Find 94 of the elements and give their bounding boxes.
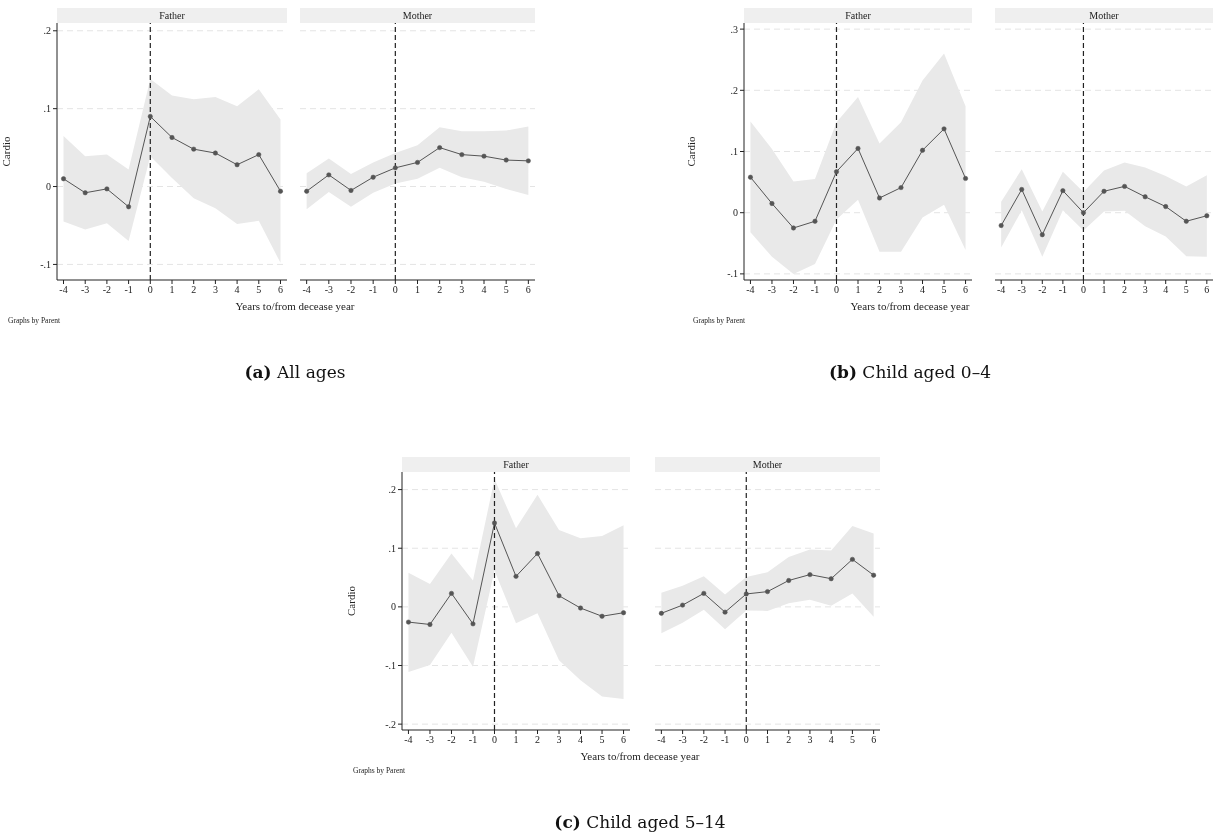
chart-title: Father [744, 8, 972, 23]
x-tick-label: 5 [849, 734, 855, 746]
x-tick-label: 1 [415, 284, 420, 296]
y-axis-title: Cardio [684, 136, 697, 167]
x-tick-label: 6 [1204, 284, 1210, 296]
x-tick-label: -1 [1058, 284, 1068, 296]
x-tick-label: -1 [468, 734, 478, 746]
x-tick-label: -3 [1017, 284, 1026, 296]
chart-title: Mother [995, 8, 1213, 23]
chart-title: Mother [655, 457, 880, 472]
x-tick-label: 1 [169, 284, 175, 296]
x-tick-label: -3 [767, 284, 777, 296]
x-tick-label: 5 [503, 284, 509, 296]
y-tick-label: .2 [730, 84, 738, 96]
y-tick-label: -.1 [385, 660, 396, 672]
y-tick-label: .1 [730, 146, 738, 158]
x-tick-label: 5 [256, 284, 262, 296]
x-tick-label: -4 [746, 284, 755, 296]
x-tick-label: 1 [855, 284, 861, 296]
chart-title: Father [402, 457, 630, 472]
x-tick-label: -2 [789, 284, 798, 296]
x-tick-label: -2 [1038, 284, 1047, 296]
chart-title: Mother [300, 8, 535, 23]
y-tick-label: .1 [388, 542, 396, 554]
x-tick-label: 4 [1163, 284, 1169, 296]
x-axis-title: Years to/from decease year [234, 300, 356, 312]
x-tick-label: 0 [833, 284, 839, 296]
x-tick-label: -1 [368, 284, 378, 296]
x-tick-label: 2 [786, 734, 792, 746]
text: (b) Child aged 0–4 [828, 362, 992, 382]
x-tick-label: -2 [699, 734, 708, 746]
x-tick-label: 1 [765, 734, 770, 746]
y-tick-label: 0 [733, 207, 738, 219]
x-tick-label: 2 [877, 284, 883, 296]
x-tick-label: 3 [212, 284, 218, 296]
x-tick-label: 6 [621, 734, 627, 746]
y-tick-label: -.1 [40, 258, 51, 270]
x-tick-label: 5 [941, 284, 947, 296]
text: (c) Child aged 5–14 [553, 812, 727, 832]
x-tick-label: -1 [720, 734, 730, 746]
x-tick-label: 6 [277, 284, 283, 296]
y-tick-label: 0 [391, 601, 396, 613]
x-tick-label: -3 [81, 284, 90, 296]
y-axis-title: Cardio [0, 136, 12, 167]
x-tick-label: 2 [1122, 284, 1128, 296]
y-tick-label: -.2 [385, 718, 396, 730]
x-tick-label: -1 [810, 284, 820, 296]
x-tick-label: 6 [525, 284, 531, 296]
x-tick-label: 4 [578, 734, 584, 746]
text: (a) All ages [243, 362, 347, 382]
chart-title: Father [57, 8, 287, 23]
y-tick-label: .2 [388, 484, 396, 496]
y-tick-label: .3 [730, 23, 738, 35]
x-tick-label: -1 [124, 284, 133, 296]
x-tick-label: 2 [437, 284, 443, 296]
x-tick-label: 2 [535, 734, 541, 746]
x-axis-title: Years to/from decease year [579, 750, 701, 762]
x-tick-label: 4 [920, 284, 926, 296]
x-tick-label: 3 [556, 734, 562, 746]
x-tick-label: 0 [491, 734, 497, 746]
x-tick-label: 2 [191, 284, 197, 296]
x-tick-label: 4 [481, 284, 487, 296]
x-tick-label: 6 [871, 734, 877, 746]
y-tick-label: .2 [43, 25, 51, 37]
x-tick-label: 3 [898, 284, 904, 296]
y-tick-label: .1 [43, 103, 51, 115]
x-tick-label: -3 [425, 734, 435, 746]
x-tick-label: 1 [1101, 284, 1107, 296]
y-axis-title: Cardio [344, 585, 357, 616]
y-tick-label: -.1 [727, 268, 738, 280]
x-tick-label: -4 [657, 734, 666, 746]
x-tick-label: 3 [807, 734, 813, 746]
x-tick-label: -2 [102, 284, 112, 296]
x-tick-label: -2 [447, 734, 456, 746]
x-tick-label: 0 [1080, 284, 1086, 296]
x-tick-label: 5 [599, 734, 605, 746]
x-tick-label: 1 [513, 734, 519, 746]
x-tick-label: 3 [1142, 284, 1148, 296]
y-tick-label: 0 [46, 181, 51, 193]
x-tick-label: -4 [59, 284, 68, 296]
x-tick-label: -2 [346, 284, 356, 296]
x-tick-label: 4 [234, 284, 240, 296]
x-axis-title: Years to/from decease year [849, 300, 971, 312]
x-tick-label: 6 [963, 284, 969, 296]
x-tick-label: 0 [147, 284, 153, 296]
x-tick-label: 4 [828, 734, 834, 746]
x-tick-label: 3 [459, 284, 465, 296]
x-tick-label: -4 [997, 284, 1006, 296]
x-tick-label: -4 [404, 734, 413, 746]
x-tick-label: -4 [302, 284, 311, 296]
x-tick-label: 0 [743, 734, 749, 746]
x-tick-label: -3 [678, 734, 687, 746]
x-tick-label: -3 [324, 284, 333, 296]
x-tick-label: 5 [1183, 284, 1189, 296]
